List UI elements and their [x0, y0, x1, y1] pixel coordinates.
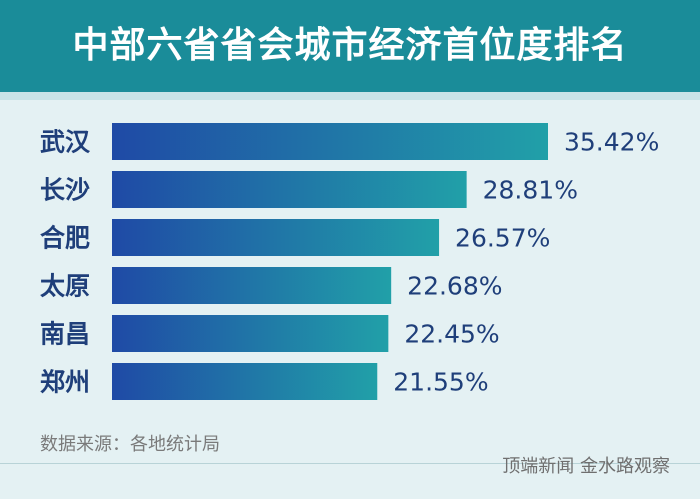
data-source: 数据来源：各地统计局 [40, 434, 220, 455]
footer-divider [0, 463, 700, 464]
value-label: 22.45% [404, 320, 499, 349]
bar-chart: 武汉 35.42% 长沙 28.81% 合肥 26.57% 太原 22.68% 南昌 22.45%… [40, 123, 659, 400]
credit-text: 顶端新闻 金水路观察 [502, 456, 670, 477]
category-label: 长沙 [40, 176, 90, 205]
bar [112, 267, 392, 304]
category-label: 南昌 [40, 320, 90, 349]
value-label: 22.68% [407, 272, 502, 301]
bar [112, 123, 548, 160]
value-label: 28.81% [483, 176, 578, 205]
title-banner: 中部六省省会城市经济首位度排名 [0, 0, 700, 92]
value-label: 21.55% [393, 368, 488, 397]
value-label: 35.42% [564, 128, 659, 157]
bar [112, 363, 378, 400]
chart-title: 中部六省省会城市经济首位度排名 [72, 25, 628, 66]
bar [112, 315, 389, 352]
category-label: 郑州 [40, 368, 90, 397]
category-label: 武汉 [40, 128, 91, 157]
category-label: 太原 [40, 272, 90, 301]
bars-group: 武汉 35.42% 长沙 28.81% 合肥 26.57% 太原 22.68% 南昌 22.45%… [40, 123, 659, 400]
title-band [0, 92, 700, 100]
bar [112, 219, 440, 256]
bar [112, 171, 467, 208]
category-label: 合肥 [40, 224, 90, 253]
value-label: 26.57% [455, 224, 550, 253]
